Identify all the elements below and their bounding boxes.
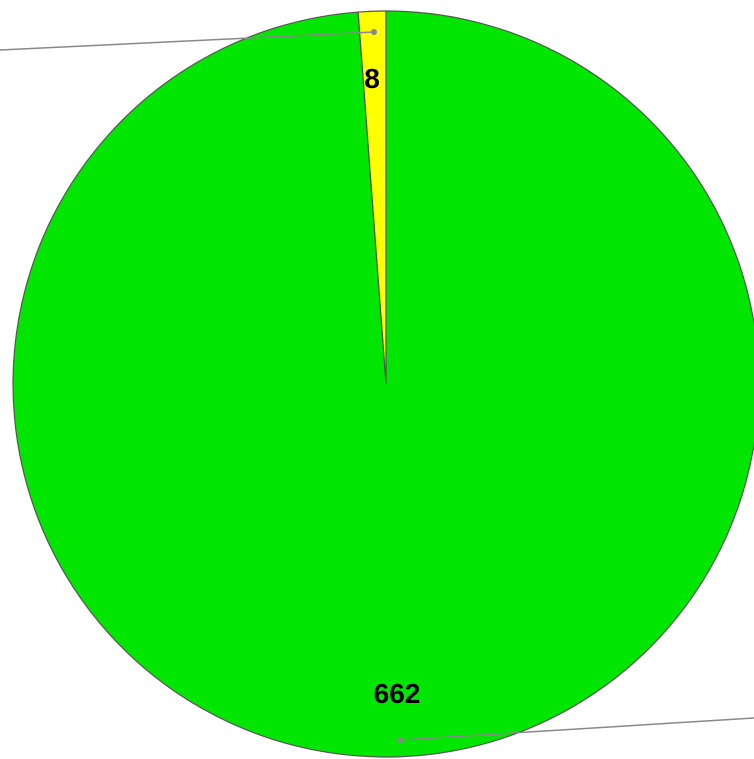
leader-dot-1 xyxy=(371,29,377,35)
leader-line-1 xyxy=(0,31,375,51)
pie-slice-2 xyxy=(12,10,754,758)
data-label-2: 662 xyxy=(374,678,421,709)
leader-line-2 xyxy=(399,717,754,741)
data-label-1: 8 xyxy=(364,63,380,94)
leader-dot-2 xyxy=(397,737,403,743)
